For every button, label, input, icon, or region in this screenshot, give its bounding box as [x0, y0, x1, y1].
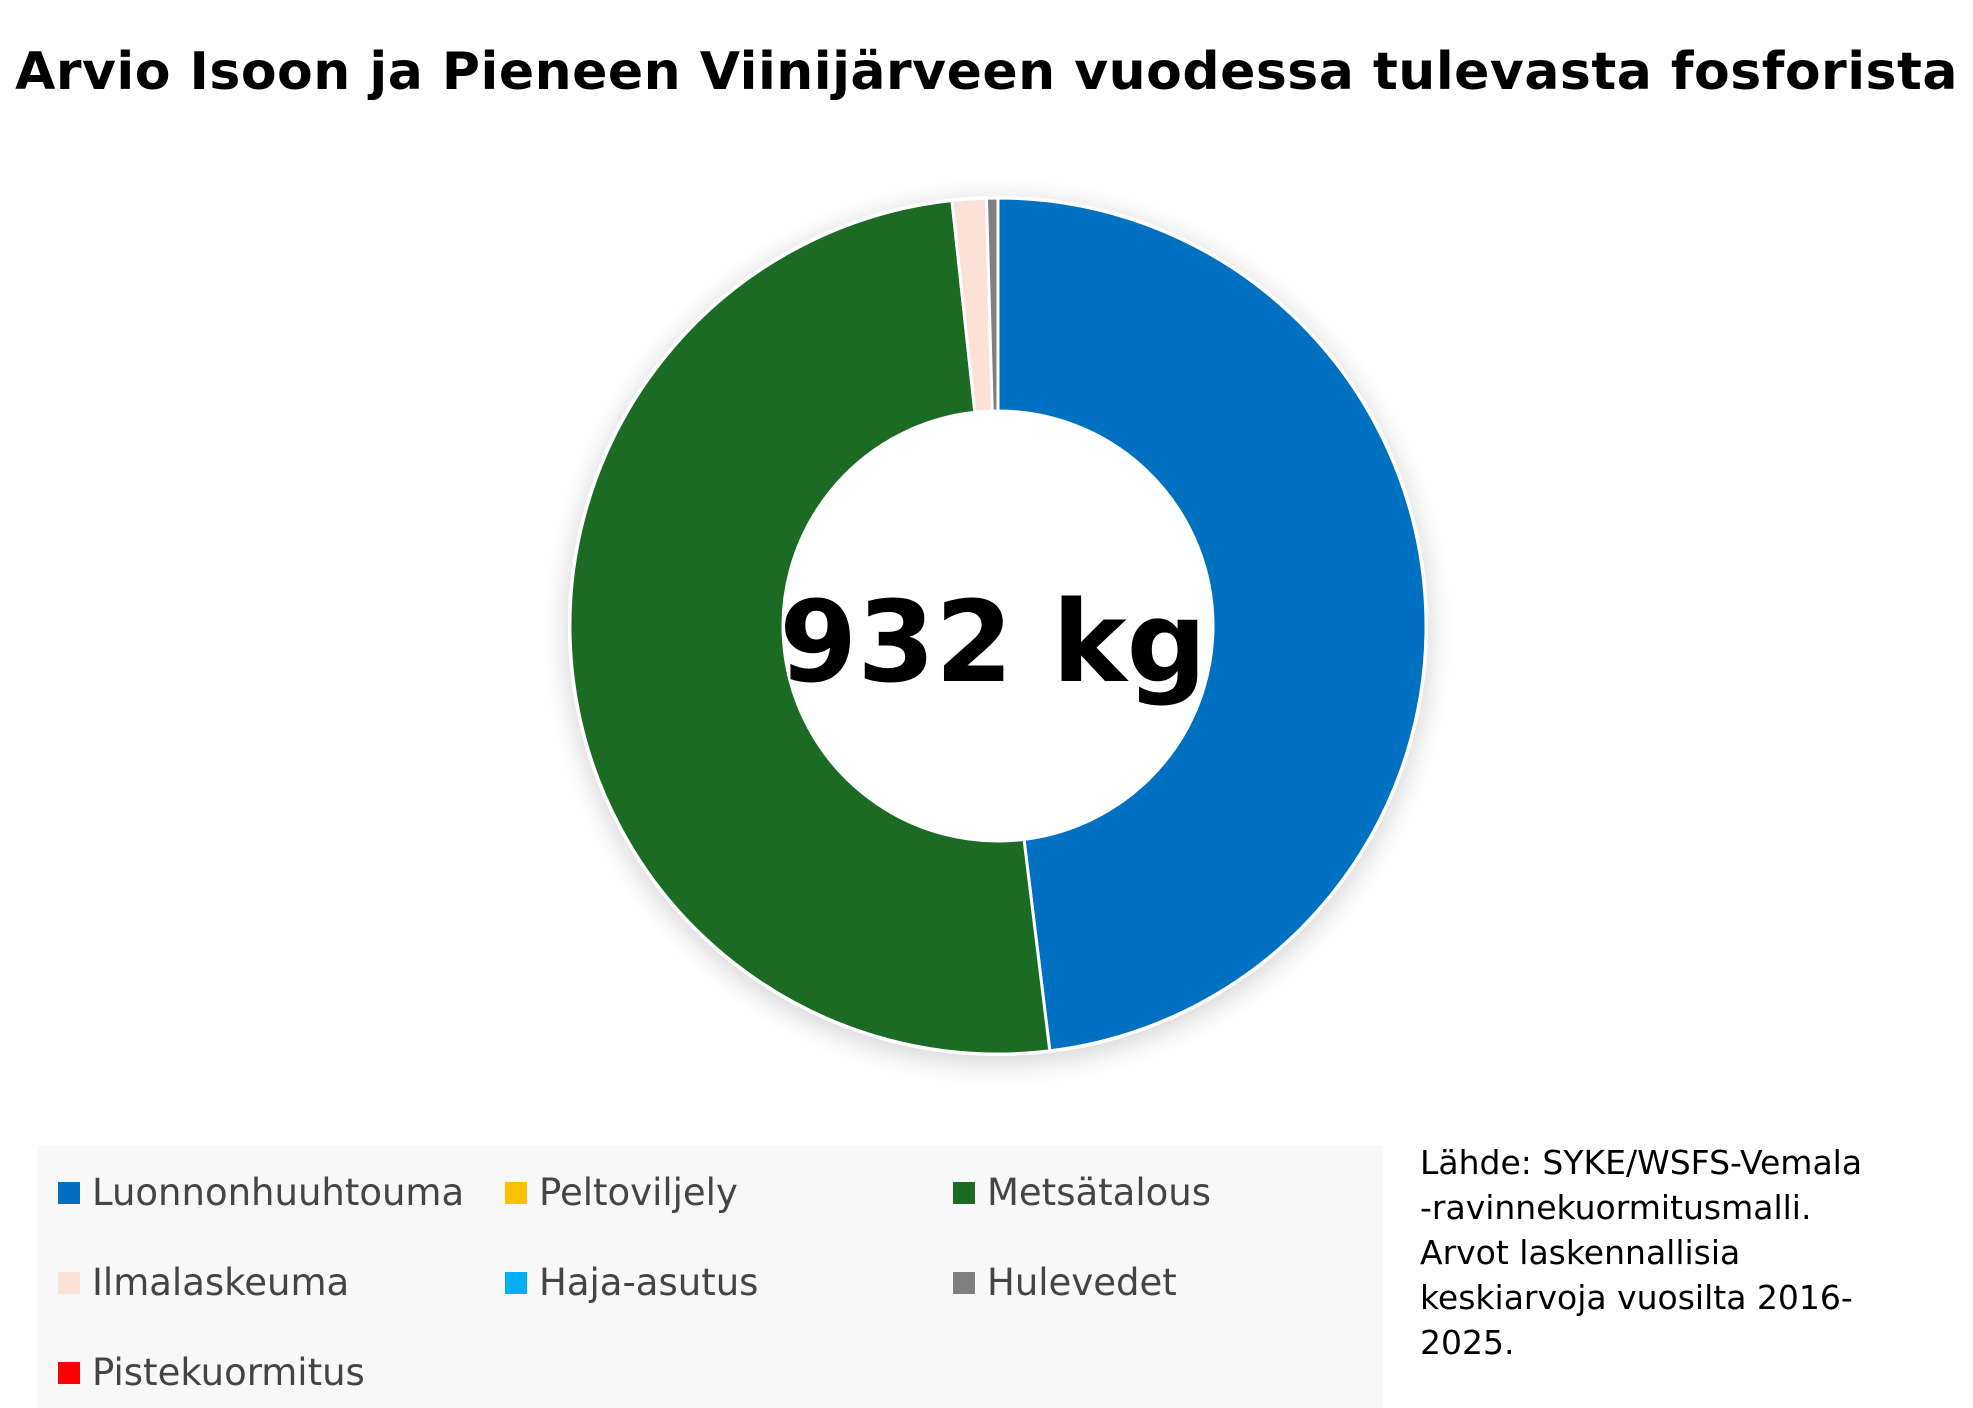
legend-item-ilmalaskeuma: Ilmalaskeuma: [58, 1261, 349, 1304]
chart-title: Arvio Isoon ja Pieneen Viinijärveen vuod…: [15, 42, 1958, 102]
source-line: keskiarvoja vuosilta 2016-: [1420, 1278, 1853, 1317]
slice-mets-talous: [568, 198, 1052, 1056]
legend-item-luonnonhuuhtouma: Luonnonhuuhtouma: [58, 1171, 464, 1214]
legend-label: Luonnonhuuhtouma: [92, 1171, 465, 1214]
legend-swatch: [953, 1181, 975, 1204]
legend: Luonnonhuuhtouma Peltoviljely Metsätalous I…: [38, 1146, 1383, 1408]
legend-label: Peltoviljely: [539, 1171, 738, 1214]
legend-item-hulevedet: Hulevedet: [953, 1261, 1177, 1304]
legend-swatch: [58, 1271, 80, 1294]
legend-swatch: [953, 1271, 975, 1294]
center-total-label: 932 kg: [779, 578, 1206, 708]
slice-luonnonhuuhtouma: [996, 196, 1428, 1053]
legend-label: Ilmalaskeuma: [92, 1261, 350, 1304]
legend-swatch: [58, 1181, 80, 1204]
legend-item-mets-talous: Metsätalous: [953, 1171, 1211, 1214]
legend-label: Pistekuormitus: [92, 1351, 365, 1394]
legend-swatch: [505, 1271, 527, 1294]
source-note: Lähde: SYKE/WSFS-Vemala -ravinnekuormitus…: [1420, 1140, 1960, 1365]
legend-item-haja-asutus: Haja-asutus: [505, 1261, 758, 1304]
source-line: Lähde: SYKE/WSFS-Vemala: [1420, 1143, 1863, 1182]
legend-item-pistekuormitus: Pistekuormitus: [58, 1351, 365, 1394]
legend-label: Metsätalous: [987, 1171, 1211, 1214]
legend-label: Haja-asutus: [539, 1261, 759, 1304]
legend-label: Hulevedet: [987, 1261, 1177, 1304]
legend-item-peltoviljely: Peltoviljely: [505, 1171, 738, 1214]
slice-hulevedet: [984, 196, 1000, 413]
source-line: Arvot laskennallisia: [1420, 1233, 1741, 1272]
source-line: -ravinnekuormitusmalli.: [1420, 1188, 1812, 1227]
source-line: 2025.: [1420, 1323, 1515, 1362]
legend-swatch: [505, 1181, 527, 1204]
legend-swatch: [58, 1361, 80, 1384]
